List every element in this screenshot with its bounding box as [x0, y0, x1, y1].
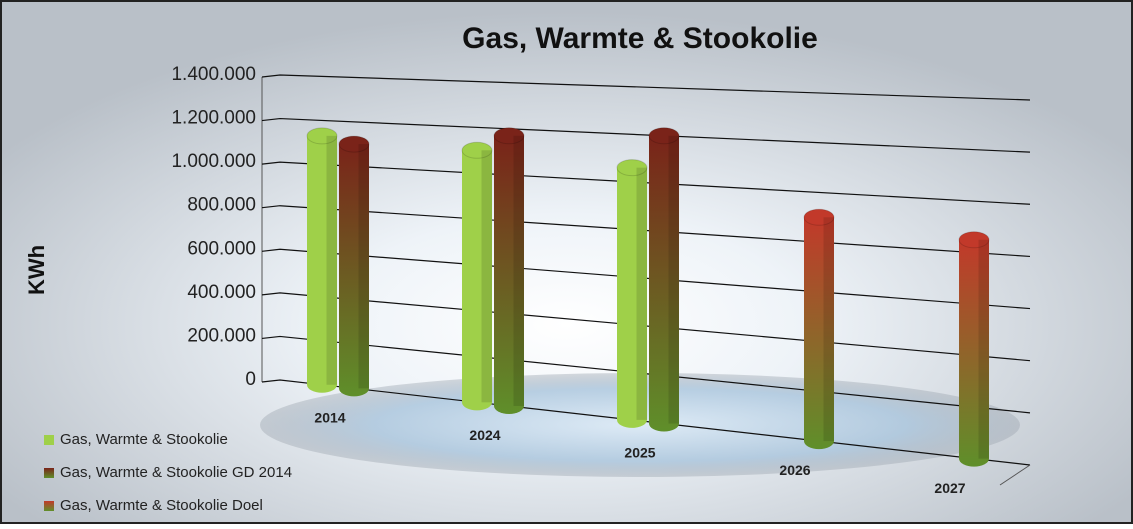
cylinder-shade — [824, 217, 835, 441]
cylinder-shade — [327, 136, 338, 385]
legend-label: Gas, Warmte & Stookolie Doel — [60, 497, 263, 514]
cylinder-shade — [359, 144, 370, 388]
chart: Gas, Warmte & Stookolie KWh 0 200.000 400.… — [0, 0, 1133, 524]
cylinder — [307, 128, 337, 393]
x-tick-label: 2024 — [469, 427, 500, 443]
cylinder — [339, 136, 369, 396]
y-tick-label: 200.000 — [187, 325, 256, 346]
cylinder — [617, 160, 647, 428]
cylinder-shade — [979, 240, 990, 459]
chart-title: Gas, Warmte & Stookolie — [462, 22, 818, 55]
y-tick-label: 1.400.000 — [171, 64, 256, 85]
cylinder — [462, 142, 492, 410]
x-tick-label: 2025 — [624, 445, 655, 461]
y-tick-label: 800.000 — [187, 195, 256, 216]
cylinder-shade — [514, 136, 525, 406]
legend-label: Gas, Warmte & Stookolie GD 2014 — [60, 464, 292, 481]
legend-label: Gas, Warmte & Stookolie — [60, 431, 228, 448]
cylinder-shade — [669, 136, 680, 424]
cylinder-shade — [637, 168, 648, 420]
cylinder-shade — [482, 150, 493, 402]
cylinder — [494, 128, 524, 414]
legend-swatch — [44, 435, 54, 445]
cylinder — [804, 209, 834, 449]
legend-swatch — [44, 468, 54, 478]
y-axis-label: KWh — [24, 245, 49, 295]
y-tick-label: 400.000 — [187, 282, 256, 303]
x-tick-label: 2014 — [314, 410, 345, 426]
y-tick-label: 1.000.000 — [171, 151, 256, 172]
cylinder — [959, 232, 989, 467]
y-tick-label: 600.000 — [187, 238, 256, 259]
x-tick-label: 2027 — [934, 480, 965, 496]
x-tick-label: 2026 — [779, 462, 810, 478]
cylinder — [649, 128, 679, 432]
y-tick-label: 0 — [245, 369, 256, 390]
y-tick-label: 1.200.000 — [171, 108, 256, 129]
legend-swatch — [44, 501, 54, 511]
